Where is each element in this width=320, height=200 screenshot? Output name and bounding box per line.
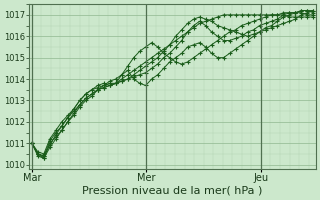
X-axis label: Pression niveau de la mer( hPa ): Pression niveau de la mer( hPa ): [83, 186, 263, 196]
